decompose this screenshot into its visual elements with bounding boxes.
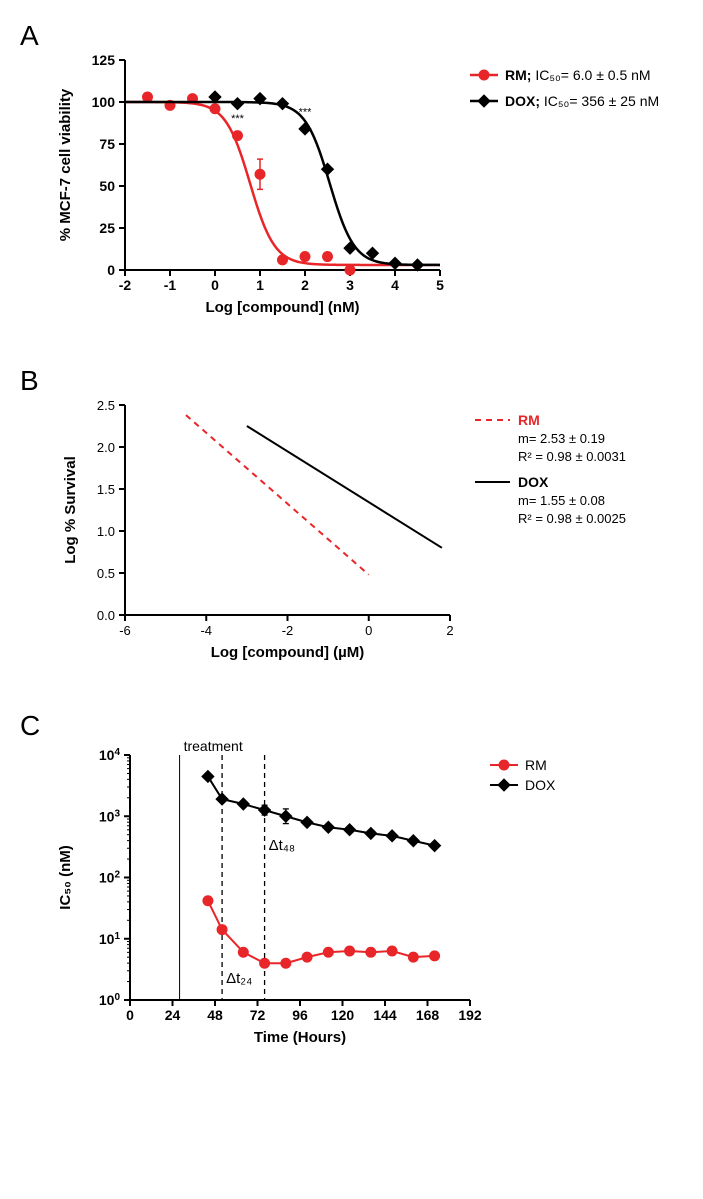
panel-c-chart: 0 24 48 72 96 120 144 168 192 100 101 102 103 104 Time…: [20, 710, 680, 1050]
svg-text:2: 2: [301, 277, 309, 293]
svg-text:0.0: 0.0: [97, 608, 115, 623]
svg-text:0: 0: [211, 277, 219, 293]
svg-text:0: 0: [126, 1007, 134, 1023]
svg-text:100: 100: [92, 94, 116, 110]
svg-text:72: 72: [250, 1007, 266, 1023]
svg-text:125: 125: [92, 52, 116, 68]
svg-text:75: 75: [99, 136, 115, 152]
svg-text:2.0: 2.0: [97, 440, 115, 455]
svg-text:Log [compound] (µM): Log [compound] (µM): [211, 644, 365, 661]
svg-text:0: 0: [107, 262, 115, 278]
svg-text:192: 192: [458, 1007, 482, 1023]
svg-text:Log % Survival: Log % Survival: [62, 456, 79, 564]
panel-c-label: C: [20, 710, 40, 742]
panel-a-label: A: [20, 20, 39, 52]
svg-text:100: 100: [99, 992, 121, 1009]
svg-text:4: 4: [391, 277, 399, 293]
svg-text:R² = 0.98 ± 0.0031: R² = 0.98 ± 0.0031: [518, 449, 626, 464]
svg-text:0.5: 0.5: [97, 566, 115, 581]
svg-text:1.5: 1.5: [97, 482, 115, 497]
panel-b: B -6 -4 -2 0 2 0.0 0.5 1.0 1.5 2.0 2.5 Log [compoun…: [20, 365, 683, 670]
svg-text:Time (Hours): Time (Hours): [254, 1029, 346, 1046]
svg-text:5: 5: [436, 277, 444, 293]
svg-text:DOX: DOX: [525, 777, 556, 793]
svg-text:***: ***: [299, 106, 313, 118]
svg-text:m= 2.53 ± 0.19: m= 2.53 ± 0.19: [518, 431, 605, 446]
svg-text:RM; IC₅₀= 6.0 ± 0.5 nM: RM; IC₅₀= 6.0 ± 0.5 nM: [505, 67, 651, 83]
svg-text:2: 2: [446, 623, 453, 638]
svg-text:% MCF-7 cell viability: % MCF-7 cell viability: [57, 88, 74, 241]
svg-text:Log [compound] (nM): Log [compound] (nM): [205, 299, 359, 316]
svg-text:48: 48: [207, 1007, 223, 1023]
svg-text:144: 144: [373, 1007, 397, 1023]
svg-text:168: 168: [416, 1007, 440, 1023]
svg-text:treatment: treatment: [184, 738, 243, 754]
panel-b-label: B: [20, 365, 39, 397]
svg-text:m= 1.55 ± 0.08: m= 1.55 ± 0.08: [518, 493, 605, 508]
panel-b-chart: -6 -4 -2 0 2 0.0 0.5 1.0 1.5 2.0 2.5 Log [compound]…: [20, 365, 680, 665]
panel-c: C 0 24 48 72 96 120 144 168 192 100 101 102 103 104 Ti…: [20, 710, 683, 1055]
svg-text:***: ***: [231, 113, 245, 125]
svg-text:24: 24: [165, 1007, 181, 1023]
svg-text:25: 25: [99, 220, 115, 236]
svg-text:3: 3: [346, 277, 354, 293]
svg-text:103: 103: [99, 808, 121, 825]
svg-text:-6: -6: [119, 623, 131, 638]
svg-text:120: 120: [331, 1007, 355, 1023]
svg-text:1.0: 1.0: [97, 524, 115, 539]
svg-text:DOX; IC₅₀= 356 ± 25 nM: DOX; IC₅₀= 356 ± 25 nM: [505, 93, 659, 109]
svg-text:-2: -2: [282, 623, 294, 638]
svg-text:2.5: 2.5: [97, 398, 115, 413]
svg-text:104: 104: [99, 747, 121, 764]
svg-text:Δt₄₈: Δt₄₈: [269, 837, 296, 854]
svg-text:RM: RM: [518, 412, 540, 428]
svg-text:-2: -2: [119, 277, 132, 293]
svg-text:Δt₂₄: Δt₂₄: [226, 970, 252, 987]
svg-text:50: 50: [99, 178, 115, 194]
svg-text:DOX: DOX: [518, 474, 549, 490]
svg-text:96: 96: [292, 1007, 308, 1023]
svg-text:IC₅₀ (nM): IC₅₀ (nM): [57, 845, 74, 909]
svg-text:0: 0: [365, 623, 372, 638]
svg-text:1: 1: [256, 277, 264, 293]
svg-text:RM: RM: [525, 757, 547, 773]
panel-a: A -2-10123450255075100125Log [compound] …: [20, 20, 683, 325]
svg-text:101: 101: [99, 930, 121, 947]
panel-a-chart: -2-10123450255075100125Log [compound] (n…: [20, 20, 680, 320]
svg-text:102: 102: [99, 869, 121, 886]
svg-text:-1: -1: [164, 277, 177, 293]
svg-text:-4: -4: [200, 623, 212, 638]
svg-text:R² = 0.98 ± 0.0025: R² = 0.98 ± 0.0025: [518, 511, 626, 526]
